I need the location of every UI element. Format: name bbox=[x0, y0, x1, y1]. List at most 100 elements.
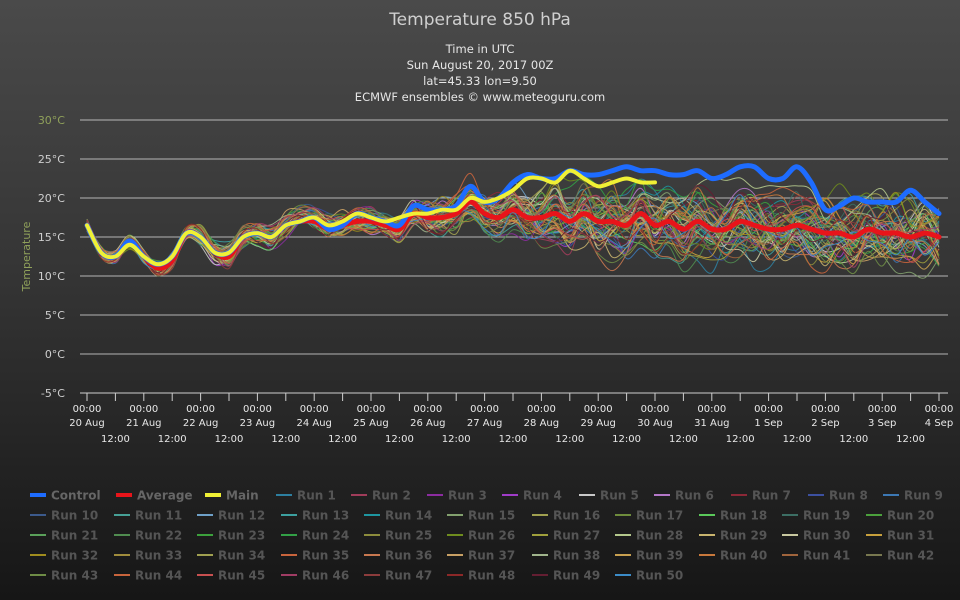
x-tick-noon: 12:00 bbox=[215, 434, 244, 445]
y-tick-label: -5°C bbox=[41, 387, 65, 400]
legend-item: Run 22 bbox=[114, 529, 182, 543]
legend-item: Run 13 bbox=[281, 509, 349, 523]
chart-subtitle: Sun August 20, 2017 00Z bbox=[407, 58, 554, 72]
legend-item: Run 48 bbox=[447, 569, 515, 583]
x-tick-noon: 12:00 bbox=[158, 434, 187, 445]
legend-item: Run 17 bbox=[615, 509, 683, 523]
x-tick-noon: 12:00 bbox=[101, 434, 130, 445]
legend-label: Run 42 bbox=[887, 549, 934, 563]
legend-item: Run 6 bbox=[654, 489, 714, 503]
legend-item: Run 15 bbox=[447, 509, 515, 523]
chart-subtitle: lat=45.33 lon=9.50 bbox=[423, 74, 537, 88]
ensemble-run-line bbox=[86, 187, 940, 265]
legend-label: Run 26 bbox=[468, 529, 515, 543]
legend-label: Run 24 bbox=[302, 529, 349, 543]
legend-item: Run 47 bbox=[364, 569, 432, 583]
x-tick-date: 23 Aug bbox=[240, 418, 275, 429]
x-tick-time: 00:00 bbox=[413, 404, 442, 415]
legend-label: Run 20 bbox=[887, 509, 934, 523]
legend-item: Run 9 bbox=[883, 489, 943, 503]
legend-item: Run 1 bbox=[276, 489, 336, 503]
legend-item: Run 40 bbox=[699, 549, 767, 563]
main-series-layer bbox=[84, 163, 942, 271]
chart-subtitle: ECMWF ensembles © www.meteoguru.com bbox=[355, 90, 605, 104]
legend-label: Run 46 bbox=[302, 569, 349, 583]
legend-item: Run 7 bbox=[731, 489, 791, 503]
legend-label: Run 41 bbox=[803, 549, 850, 563]
y-tick-label: 30°C bbox=[38, 114, 65, 127]
x-tick-date: 24 Aug bbox=[296, 418, 331, 429]
x-tick-noon: 12:00 bbox=[726, 434, 755, 445]
legend-label: Run 47 bbox=[385, 569, 432, 583]
x-tick-time: 00:00 bbox=[357, 404, 386, 415]
legend-label: Run 2 bbox=[372, 489, 411, 503]
ensemble-run-line bbox=[86, 194, 940, 269]
legend-item: Run 20 bbox=[866, 509, 934, 523]
legend-label: Run 16 bbox=[553, 509, 600, 523]
x-tick-date: 20 Aug bbox=[69, 418, 104, 429]
legend-label: Run 35 bbox=[302, 549, 349, 563]
legend-label: Run 31 bbox=[887, 529, 934, 543]
legend-label: Run 38 bbox=[553, 549, 600, 563]
legend-item: Run 23 bbox=[197, 529, 265, 543]
legend-item: Run 16 bbox=[532, 509, 600, 523]
legend-label: Run 18 bbox=[720, 509, 767, 523]
legend-label: Run 17 bbox=[636, 509, 683, 523]
legend-label: Run 15 bbox=[468, 509, 515, 523]
legend-item: Run 42 bbox=[866, 549, 934, 563]
x-tick-time: 00:00 bbox=[300, 404, 329, 415]
legend-item: Run 37 bbox=[447, 549, 515, 563]
x-tick-noon: 12:00 bbox=[271, 434, 300, 445]
y-tick-label: 20°C bbox=[38, 192, 65, 205]
x-tick-noon: 12:00 bbox=[669, 434, 698, 445]
chart-subtitle: Time in UTC bbox=[445, 42, 515, 56]
legend-item: Run 5 bbox=[579, 489, 639, 503]
legend-label: Run 7 bbox=[752, 489, 791, 503]
x-tick-date: 28 Aug bbox=[524, 418, 559, 429]
legend-label: Run 32 bbox=[51, 549, 98, 563]
legend-item: Run 26 bbox=[447, 529, 515, 543]
legend-item: Run 27 bbox=[532, 529, 600, 543]
legend-item: Run 32 bbox=[30, 549, 98, 563]
text-layer: -5°C 0°C 5°C 10°C 15°C 20°C 25°C 30°C Temperatur… bbox=[20, 10, 953, 445]
x-tick-time: 00:00 bbox=[697, 404, 726, 415]
legend-label: Run 9 bbox=[904, 489, 943, 503]
legend-item: Run 10 bbox=[30, 509, 98, 523]
legend-label: Run 27 bbox=[553, 529, 600, 543]
legend-label: Run 34 bbox=[218, 549, 265, 563]
legend-label: Run 36 bbox=[385, 549, 432, 563]
legend-label: Run 4 bbox=[523, 489, 562, 503]
x-tick-time: 00:00 bbox=[925, 404, 954, 415]
x-tick-time: 00:00 bbox=[470, 404, 499, 415]
x-tick-noon: 12:00 bbox=[499, 434, 528, 445]
x-tick-date: 25 Aug bbox=[353, 418, 388, 429]
y-axis-title: Temperature bbox=[20, 221, 33, 292]
legend: Control Average Main Run 1 Run 2 Run 3 Run 4 Ru… bbox=[30, 489, 943, 583]
legend-item: Control bbox=[30, 489, 101, 503]
x-tick-time: 00:00 bbox=[868, 404, 897, 415]
legend-label: Run 45 bbox=[218, 569, 265, 583]
legend-label: Run 19 bbox=[803, 509, 850, 523]
legend-item: Run 3 bbox=[427, 489, 487, 503]
x-tick-time: 00:00 bbox=[73, 404, 102, 415]
x-tick-noon: 12:00 bbox=[555, 434, 584, 445]
y-tick-label: 15°C bbox=[38, 231, 65, 244]
x-tick-noon: 12:00 bbox=[328, 434, 357, 445]
x-tick-noon: 12:00 bbox=[442, 434, 471, 445]
legend-item: Run 8 bbox=[808, 489, 868, 503]
series-line-average bbox=[84, 199, 942, 271]
legend-label: Run 12 bbox=[218, 509, 265, 523]
series-line-main bbox=[85, 168, 657, 267]
legend-item: Run 2 bbox=[351, 489, 411, 503]
x-tick-time: 00:00 bbox=[186, 404, 215, 415]
x-tick-date: 31 Aug bbox=[694, 418, 729, 429]
legend-label: Run 23 bbox=[218, 529, 265, 543]
legend-label: Run 48 bbox=[468, 569, 515, 583]
x-tick-date: 3 Sep bbox=[868, 418, 896, 429]
legend-label: Run 6 bbox=[675, 489, 714, 503]
legend-label: Average bbox=[137, 489, 193, 503]
legend-item: Run 38 bbox=[532, 549, 600, 563]
legend-label: Run 50 bbox=[636, 569, 683, 583]
legend-item: Run 19 bbox=[782, 509, 850, 523]
legend-item: Run 45 bbox=[197, 569, 265, 583]
